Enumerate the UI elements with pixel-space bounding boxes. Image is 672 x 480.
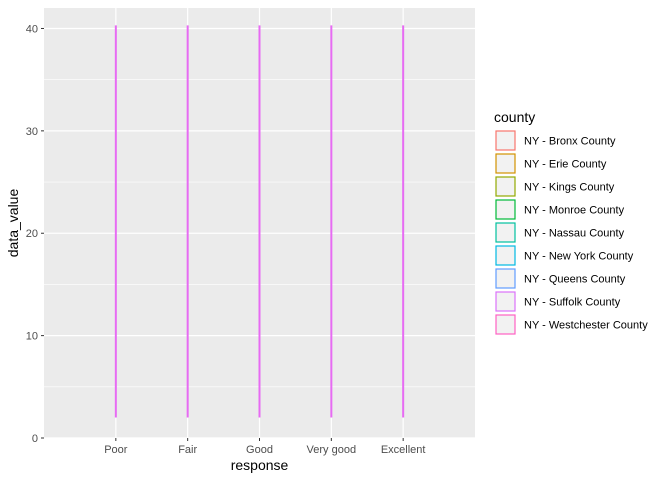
legend-label: NY - Nassau County bbox=[524, 228, 625, 240]
legend-key bbox=[495, 222, 516, 243]
legend-label: NY - Queens County bbox=[524, 274, 626, 286]
x-tick-label: Good bbox=[246, 444, 273, 456]
legend-item: NY - Westchester County bbox=[495, 314, 648, 335]
legend-key bbox=[495, 268, 516, 289]
legend-label: NY - Erie County bbox=[524, 159, 607, 171]
x-tick-label: Fair bbox=[178, 444, 197, 456]
x-tick-label: Excellent bbox=[381, 444, 426, 456]
legend-label: NY - Bronx County bbox=[524, 136, 616, 148]
legend-key bbox=[495, 130, 516, 151]
y-tick-label: 40 bbox=[26, 23, 38, 35]
legend-item: NY - Nassau County bbox=[495, 222, 625, 243]
legend-title: county bbox=[494, 109, 535, 125]
legend-item: NY - Monroe County bbox=[495, 199, 625, 220]
legend: county NY - Bronx County NY - Erie County… bbox=[494, 109, 648, 335]
legend-label: NY - Westchester County bbox=[524, 320, 648, 332]
legend-item: NY - Queens County bbox=[495, 268, 626, 289]
legend-label: NY - Kings County bbox=[524, 182, 615, 194]
legend-item: NY - Suffolk County bbox=[495, 291, 621, 312]
legend-item: NY - Kings County bbox=[495, 176, 615, 197]
legend-label: NY - Monroe County bbox=[524, 205, 625, 217]
legend-key bbox=[495, 199, 516, 220]
legend-item: NY - Bronx County bbox=[495, 130, 616, 151]
y-axis-title: data_value bbox=[5, 189, 21, 258]
whiskers bbox=[114, 25, 405, 418]
y-tick-label: 30 bbox=[26, 126, 38, 138]
y-tick-label: 0 bbox=[32, 433, 38, 445]
y-axis: 0 10 20 30 40 bbox=[26, 23, 44, 445]
x-axis-title: response bbox=[231, 457, 289, 473]
legend-item: NY - New York County bbox=[495, 245, 634, 266]
y-tick-label: 20 bbox=[26, 228, 38, 240]
y-tick-label: 10 bbox=[26, 331, 38, 343]
legend-key bbox=[495, 176, 516, 197]
x-axis: Poor Fair Good Very good Excellent bbox=[104, 438, 425, 456]
legend-label: NY - Suffolk County bbox=[524, 297, 621, 309]
legend-key bbox=[495, 153, 516, 174]
legend-label: NY - New York County bbox=[524, 251, 634, 263]
x-tick-label: Poor bbox=[104, 444, 128, 456]
x-tick-label: Very good bbox=[307, 444, 357, 456]
legend-key bbox=[495, 291, 516, 312]
legend-key bbox=[495, 314, 516, 335]
legend-key bbox=[495, 245, 516, 266]
legend-item: NY - Erie County bbox=[495, 153, 607, 174]
